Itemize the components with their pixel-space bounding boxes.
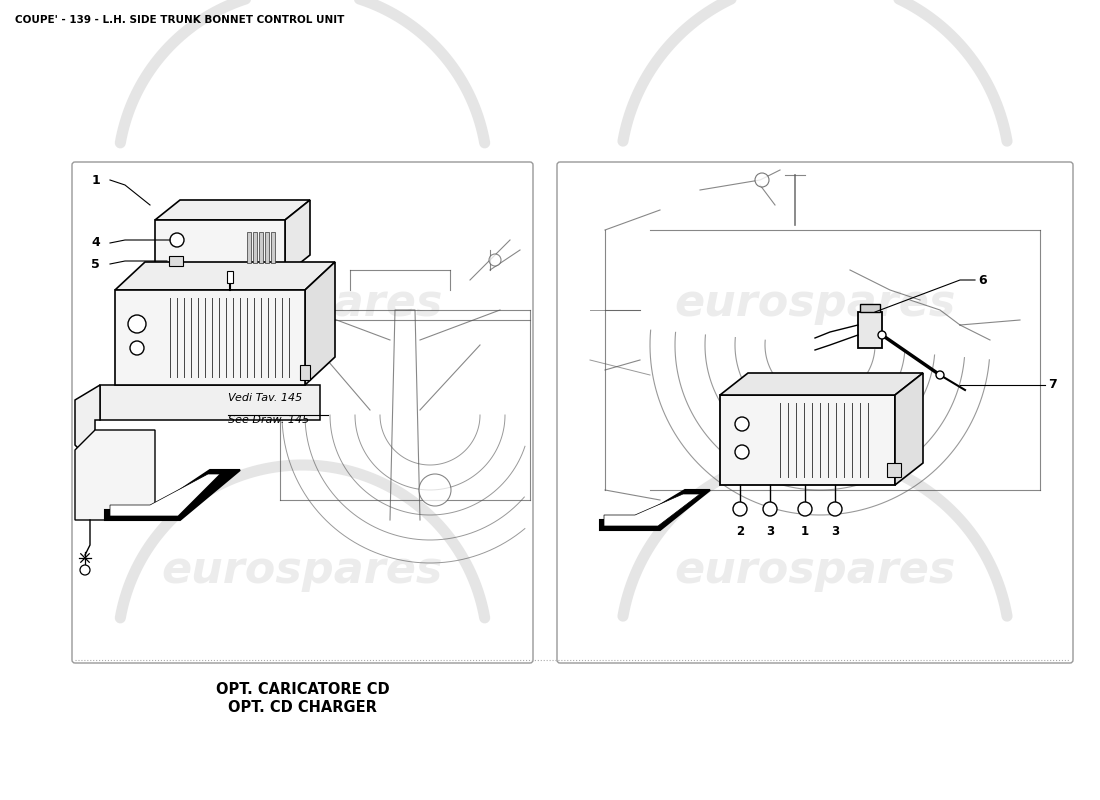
Text: eurospares: eurospares xyxy=(162,282,443,325)
Polygon shape xyxy=(600,490,710,530)
Text: eurospares: eurospares xyxy=(674,282,956,325)
Circle shape xyxy=(798,502,812,516)
Text: 5: 5 xyxy=(91,258,100,270)
Circle shape xyxy=(80,565,90,575)
Circle shape xyxy=(878,331,886,339)
Bar xyxy=(116,290,305,385)
Polygon shape xyxy=(604,494,700,526)
Bar xyxy=(887,463,901,477)
Circle shape xyxy=(128,315,146,333)
FancyBboxPatch shape xyxy=(557,162,1072,663)
Circle shape xyxy=(936,371,944,379)
Circle shape xyxy=(828,502,842,516)
Polygon shape xyxy=(895,373,923,485)
FancyBboxPatch shape xyxy=(72,162,534,663)
Polygon shape xyxy=(155,200,310,220)
Bar xyxy=(248,232,251,263)
Bar xyxy=(860,304,880,312)
Text: 7: 7 xyxy=(1048,378,1057,391)
Bar xyxy=(271,232,275,263)
Text: 1: 1 xyxy=(91,174,100,186)
Text: OPT. CARICATORE CD: OPT. CARICATORE CD xyxy=(216,682,389,697)
Circle shape xyxy=(170,233,184,247)
Text: Vedi Tav. 145: Vedi Tav. 145 xyxy=(228,393,302,403)
Circle shape xyxy=(419,474,451,506)
Polygon shape xyxy=(75,385,100,465)
Text: See Draw. 145: See Draw. 145 xyxy=(228,415,309,425)
Bar xyxy=(169,256,183,266)
Polygon shape xyxy=(110,474,220,516)
Bar xyxy=(100,385,320,420)
Circle shape xyxy=(733,502,747,516)
Text: eurospares: eurospares xyxy=(162,550,443,592)
Text: 1: 1 xyxy=(801,525,810,538)
Text: 2: 2 xyxy=(736,525,744,538)
Circle shape xyxy=(490,254,500,266)
Text: 3: 3 xyxy=(766,525,774,538)
Circle shape xyxy=(735,445,749,459)
Polygon shape xyxy=(104,470,240,520)
Bar xyxy=(858,312,882,348)
Circle shape xyxy=(130,341,144,355)
Bar xyxy=(300,365,310,380)
Bar xyxy=(227,271,233,283)
Polygon shape xyxy=(285,200,310,275)
Text: COUPE' - 139 - L.H. SIDE TRUNK BONNET CONTROL UNIT: COUPE' - 139 - L.H. SIDE TRUNK BONNET CO… xyxy=(15,15,344,25)
Polygon shape xyxy=(75,430,155,520)
Circle shape xyxy=(755,173,769,187)
Bar xyxy=(258,232,263,263)
Text: 3: 3 xyxy=(830,525,839,538)
Text: 6: 6 xyxy=(978,274,987,286)
Circle shape xyxy=(735,417,749,431)
Bar xyxy=(155,220,285,275)
Bar xyxy=(720,395,895,485)
Bar xyxy=(253,232,257,263)
Text: 4: 4 xyxy=(91,237,100,250)
Text: OPT. CD CHARGER: OPT. CD CHARGER xyxy=(228,700,377,715)
Polygon shape xyxy=(720,373,923,395)
Circle shape xyxy=(763,502,777,516)
Polygon shape xyxy=(116,262,336,290)
Bar xyxy=(265,232,269,263)
Text: eurospares: eurospares xyxy=(674,550,956,592)
Polygon shape xyxy=(305,262,336,385)
